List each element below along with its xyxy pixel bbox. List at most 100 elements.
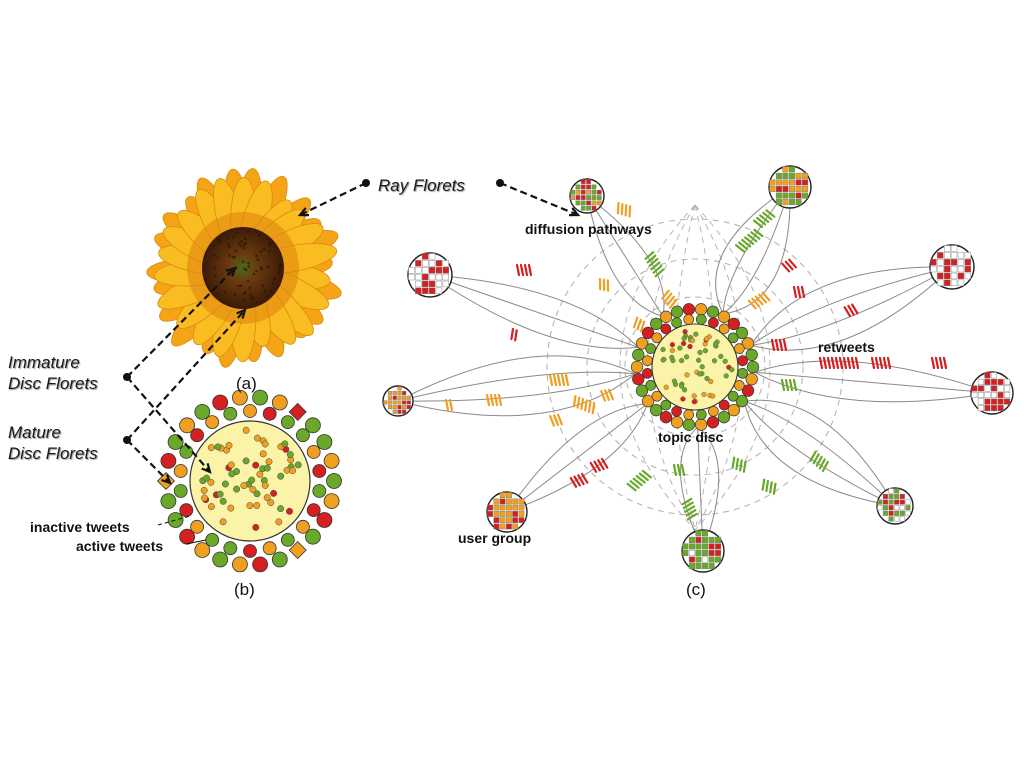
retweet-group <box>550 414 562 426</box>
topic-ring-floret <box>696 410 706 420</box>
member-cell <box>398 396 402 400</box>
retweet-tick <box>824 358 826 368</box>
retweet-group <box>794 287 804 297</box>
seed <box>255 254 258 257</box>
member-cell <box>991 392 997 398</box>
member-cell <box>944 259 950 265</box>
member-cell <box>494 505 499 510</box>
member-cell <box>402 396 406 400</box>
outer-floret <box>272 552 287 567</box>
retweet-tick <box>776 340 778 350</box>
member-cell <box>985 373 991 379</box>
topic-tweet-dot <box>704 336 709 341</box>
seed <box>233 293 236 296</box>
member-cell <box>415 288 421 294</box>
topic-tweet-dot <box>698 350 703 355</box>
tweet-dot <box>250 486 256 492</box>
member-cell <box>519 499 524 504</box>
diffusion-pathway <box>507 404 647 512</box>
seed <box>273 277 276 280</box>
member-cell <box>991 379 997 385</box>
topic-tweet-dot <box>679 384 684 389</box>
outer-floret <box>168 513 183 528</box>
retweet-tick <box>487 395 489 405</box>
retweet-tick <box>606 280 610 290</box>
topic-tweet-dot <box>696 358 701 363</box>
member-cell <box>972 392 978 398</box>
member-cell <box>796 193 802 199</box>
member-cell <box>683 544 689 550</box>
member-cell <box>937 252 943 258</box>
user-group-label: user group <box>458 530 531 546</box>
member-cell <box>443 281 449 287</box>
member-cell <box>998 399 1004 405</box>
active-tweets-label: active tweets <box>76 538 163 554</box>
member-cell <box>783 186 789 192</box>
retweet-tick <box>550 375 552 385</box>
member-cell <box>802 186 808 192</box>
member-cell <box>770 180 776 186</box>
member-cell <box>576 195 580 199</box>
member-cell <box>702 563 708 569</box>
member-cell <box>696 537 702 543</box>
member-cell <box>402 401 406 405</box>
ring-floret <box>263 407 276 420</box>
retweet-tick <box>880 358 882 368</box>
member-cell <box>494 524 499 529</box>
tweet-dot <box>208 503 214 509</box>
member-cell <box>429 281 435 287</box>
retweet-tick <box>517 265 519 275</box>
retweet-tick <box>558 414 562 424</box>
topic-ring-floret <box>650 404 662 416</box>
member-cell <box>965 259 971 265</box>
member-cell <box>944 273 950 279</box>
retweet-tick <box>836 358 838 368</box>
member-cell <box>998 386 1004 392</box>
tweet-dot <box>228 505 234 511</box>
seed <box>245 269 248 272</box>
retweet-tick <box>768 482 773 492</box>
retweet-tick <box>620 204 625 214</box>
seed <box>259 250 262 253</box>
tweet-dot <box>257 471 263 477</box>
seed <box>240 240 243 243</box>
member-cell <box>958 273 964 279</box>
ring-floret <box>180 504 193 517</box>
seed <box>247 280 250 283</box>
member-cell <box>937 259 943 265</box>
diffusion-pathway <box>751 267 952 345</box>
retweet-tick <box>616 203 621 213</box>
topic-ring-floret <box>684 410 694 420</box>
member-cell <box>422 288 428 294</box>
seed <box>258 234 261 237</box>
member-cell <box>429 254 435 260</box>
member-cell <box>415 260 421 266</box>
retweet-tick <box>521 265 523 275</box>
topic-tweet-dot <box>710 394 715 399</box>
user-group-icon <box>570 179 604 213</box>
seed <box>238 242 241 245</box>
member-cell <box>715 550 721 556</box>
member-cell <box>702 557 708 563</box>
retweet-tick <box>848 358 850 368</box>
topic-tweet-dot <box>681 341 686 346</box>
tweet-dot <box>201 487 207 493</box>
tweet-dot <box>262 441 268 447</box>
member-cell <box>571 190 575 194</box>
member-cell <box>889 511 894 516</box>
retweet-tick <box>628 206 633 216</box>
member-cell <box>702 537 708 543</box>
seed <box>213 274 216 277</box>
member-cell <box>581 180 585 184</box>
outer-floret <box>327 474 342 489</box>
topic-tweet-dot <box>702 392 707 397</box>
member-cell <box>958 252 964 258</box>
seed <box>266 266 269 269</box>
retweet-group <box>510 329 519 340</box>
member-cell <box>407 401 411 405</box>
retweet-tick <box>587 402 592 412</box>
caption-c: (c) <box>686 580 706 600</box>
member-cell <box>586 195 590 199</box>
member-cell <box>422 267 428 273</box>
member-cell <box>998 405 1004 411</box>
